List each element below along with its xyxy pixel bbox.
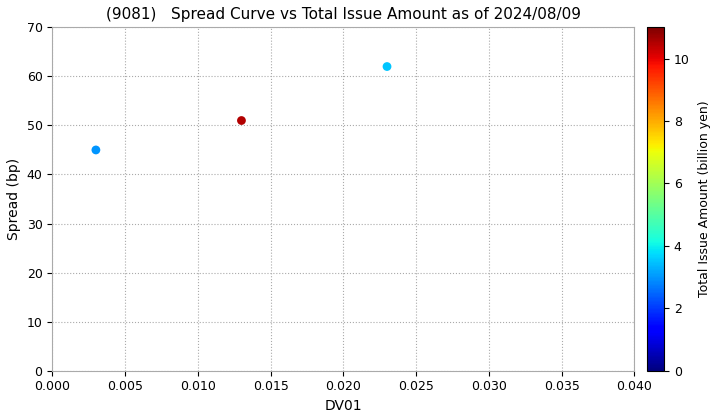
Point [382, 63, 393, 70]
Title: (9081)   Spread Curve vs Total Issue Amount as of 2024/08/09: (9081) Spread Curve vs Total Issue Amoun… [106, 7, 581, 22]
Point [90, 147, 102, 153]
Y-axis label: Total Issue Amount (billion yen): Total Issue Amount (billion yen) [698, 101, 711, 297]
Point [235, 117, 247, 124]
X-axis label: DV01: DV01 [325, 399, 362, 413]
Y-axis label: Spread (bp): Spread (bp) [7, 158, 21, 240]
